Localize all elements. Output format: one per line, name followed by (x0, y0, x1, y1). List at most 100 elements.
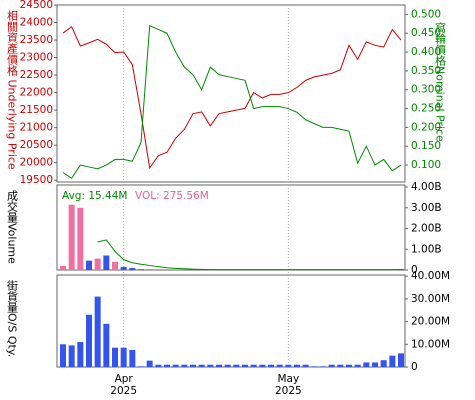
line (62, 25, 402, 170)
bar (155, 364, 162, 367)
tick-label: 10.00M (411, 338, 450, 350)
tick-label: 0.400 (411, 46, 441, 58)
tick-label: 21500 (20, 104, 53, 116)
bar (120, 347, 127, 367)
tick-label: 0.100 (411, 159, 441, 171)
tick-label: 23500 (20, 34, 53, 46)
bar (146, 360, 153, 367)
bar (129, 267, 136, 270)
bar (60, 344, 66, 367)
bar (94, 258, 101, 270)
tick-label: 20000 (20, 157, 53, 169)
bar (68, 204, 75, 270)
bar (250, 364, 257, 367)
bar (112, 347, 118, 367)
bar (138, 269, 144, 270)
bar (363, 362, 370, 367)
bar (285, 364, 292, 367)
bar (77, 207, 84, 270)
tick-label: 1.00B (411, 243, 442, 255)
bar (103, 255, 110, 270)
tick-label: 3.00B (411, 202, 442, 214)
bar (242, 364, 248, 367)
bar (138, 366, 144, 367)
annotation: Avg: 15.44M (62, 190, 127, 202)
bar (60, 265, 66, 270)
bar (68, 345, 75, 367)
bar (233, 364, 240, 367)
price-panel (56, 4, 406, 183)
tick-label: 20500 (20, 139, 53, 151)
bar (311, 366, 318, 367)
bar (172, 364, 179, 367)
tick-label: 21000 (20, 122, 53, 134)
bar (164, 364, 170, 367)
tick-label: 30.00M (411, 293, 450, 305)
tick-label: 0.500 (411, 8, 441, 20)
bar (224, 364, 231, 367)
x-tick-label-line: 2025 (275, 385, 302, 397)
bar (129, 349, 136, 367)
bar (389, 355, 396, 367)
bar (259, 364, 266, 367)
x-tick-label-line: May (277, 373, 299, 385)
tick-label: 0.450 (411, 27, 441, 39)
bar (86, 260, 92, 270)
bar (302, 364, 309, 367)
annotation: VOL: 275.56M (135, 190, 209, 202)
line (62, 24, 402, 179)
tick-label: 4.00B (411, 181, 442, 193)
tick-label: 22500 (20, 69, 53, 81)
tick-label: 23000 (20, 52, 53, 64)
bar (103, 323, 110, 367)
qty-label: 街貨量O/S Qty. (6, 279, 19, 358)
bar (268, 364, 274, 367)
x-tick-label: Apr 2025 (110, 373, 137, 397)
bar (354, 364, 361, 367)
x-tick-label-line: Apr (115, 373, 134, 385)
bar (94, 296, 101, 367)
bar (198, 364, 205, 367)
line (97, 239, 401, 271)
tick-label: 24000 (20, 17, 53, 29)
tick-label: 20.00M (411, 316, 450, 328)
bar (320, 366, 326, 367)
tick-label: 19500 (20, 174, 53, 186)
volume-label: 成交量Volume (6, 190, 19, 264)
tick-label: 0.300 (411, 84, 441, 96)
bar (190, 364, 196, 367)
bar (181, 364, 188, 367)
bar (112, 261, 118, 270)
tick-label: 24500 (20, 0, 53, 11)
tick-label: 0 (411, 264, 418, 276)
bar (216, 364, 222, 367)
y-axis-label: 相關資產價格 Underlying Price (6, 10, 19, 170)
tick-label: 40.00M (411, 270, 450, 282)
y2-axis-label: 窩輪價格Nominal Price (434, 21, 447, 142)
qty-panel (56, 274, 406, 368)
bar (346, 364, 352, 367)
x-tick-label-line: 2025 (110, 385, 137, 397)
tick-label: 2.00B (411, 223, 442, 235)
bar (380, 360, 387, 367)
bar (276, 364, 283, 367)
bar (398, 353, 404, 367)
tick-label: 0.200 (411, 121, 441, 133)
tick-label: 0.150 (411, 140, 441, 152)
tick-label: 0.250 (411, 103, 441, 115)
tick-label: 0 (411, 361, 418, 373)
tick-label: 0.350 (411, 65, 441, 77)
bar (207, 364, 214, 367)
bar (86, 314, 92, 367)
bar (328, 364, 335, 367)
bar (294, 364, 300, 367)
bar (372, 362, 378, 367)
bar (146, 269, 153, 270)
tick-label: 22000 (20, 87, 53, 99)
x-tick-label: May 2025 (275, 373, 302, 397)
bar (337, 364, 344, 367)
bar (77, 342, 84, 367)
bar (120, 266, 127, 270)
